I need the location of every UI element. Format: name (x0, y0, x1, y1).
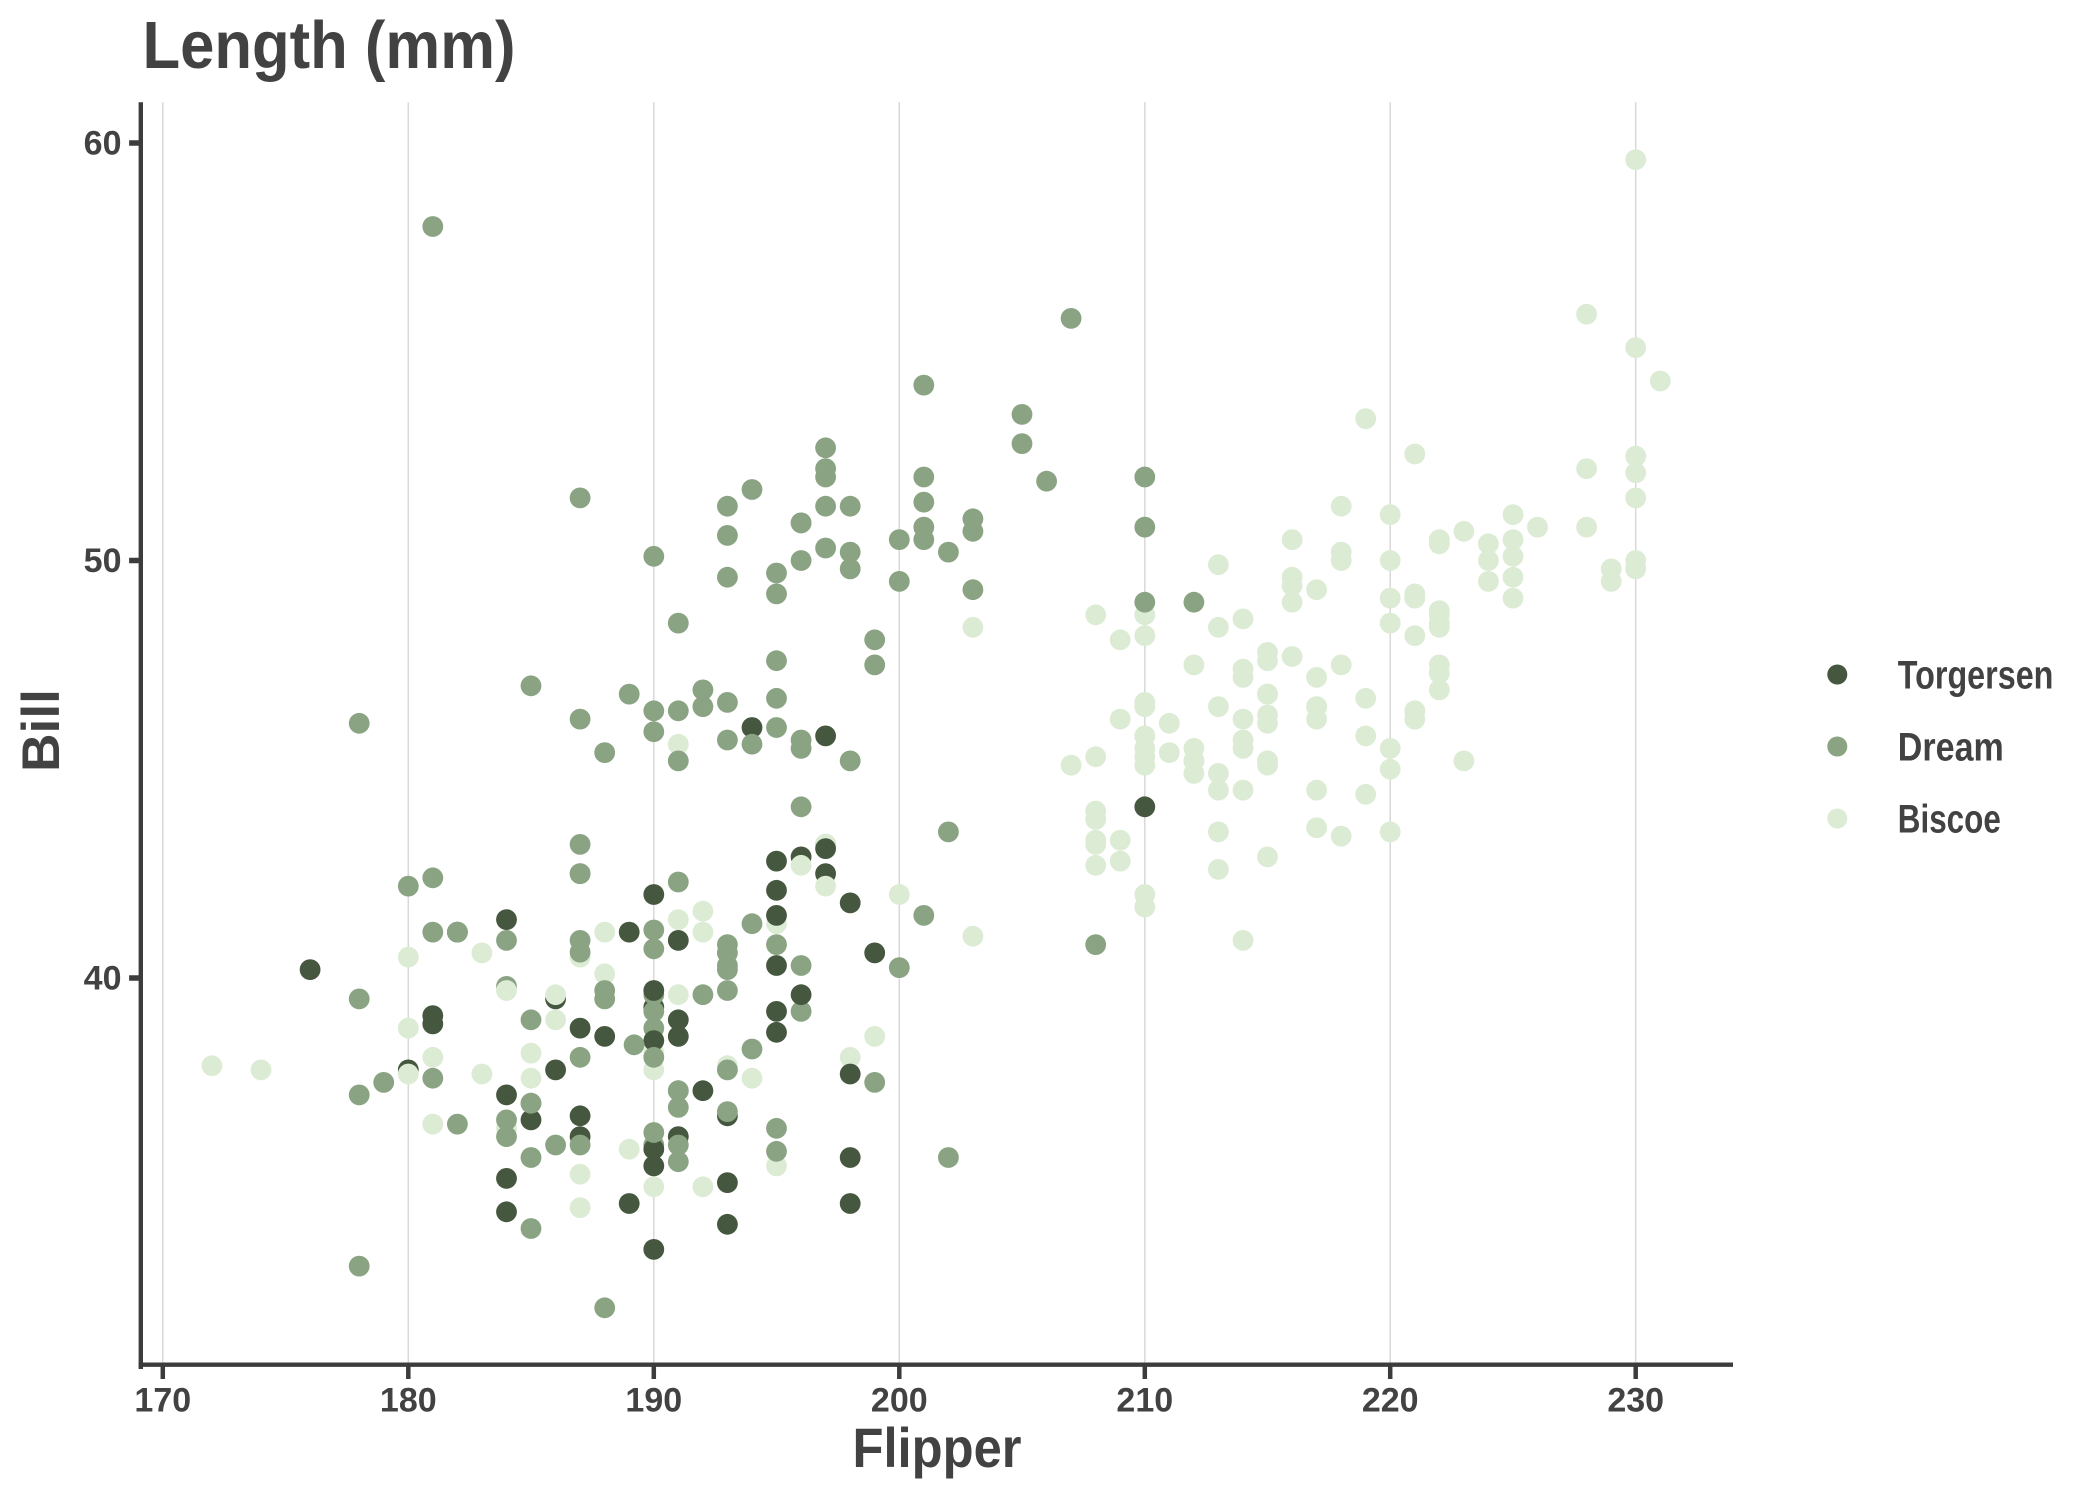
svg-text:Length (mm): Length (mm) (143, 9, 516, 83)
svg-text:60: 60 (84, 125, 122, 163)
svg-text:Torgersen: Torgersen (1898, 654, 2054, 698)
svg-text:50: 50 (84, 542, 122, 580)
svg-text:210: 210 (1116, 1382, 1173, 1420)
svg-text:Dream: Dream (1898, 726, 2004, 770)
svg-text:170: 170 (134, 1382, 191, 1420)
svg-text:200: 200 (871, 1382, 928, 1420)
svg-text:Biscoe: Biscoe (1898, 798, 2001, 842)
svg-text:180: 180 (380, 1382, 437, 1420)
svg-text:190: 190 (625, 1382, 682, 1420)
svg-text:220: 220 (1362, 1382, 1419, 1420)
svg-text:Flipper: Flipper (853, 1416, 1022, 1479)
svg-text:230: 230 (1607, 1382, 1664, 1420)
svg-text:40: 40 (84, 960, 122, 998)
svg-text:Bill: Bill (12, 689, 71, 772)
